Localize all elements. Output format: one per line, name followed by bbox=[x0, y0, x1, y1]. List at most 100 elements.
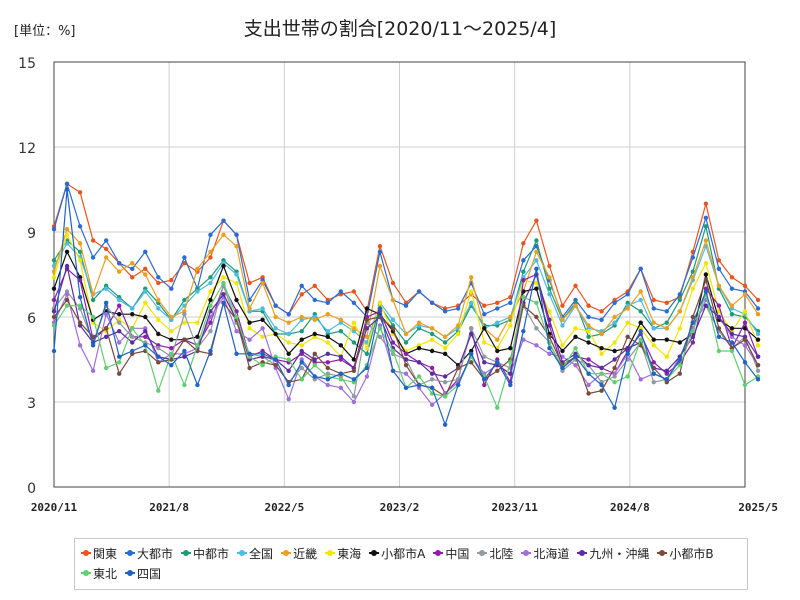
data-point bbox=[103, 246, 109, 252]
data-point bbox=[77, 294, 83, 300]
data-point bbox=[156, 388, 161, 393]
data-point bbox=[442, 309, 448, 314]
series-1 bbox=[51, 181, 761, 323]
data-point bbox=[103, 365, 109, 371]
data-point bbox=[586, 323, 591, 328]
data-point bbox=[469, 326, 474, 331]
data-point bbox=[560, 365, 565, 371]
data-point bbox=[273, 331, 278, 337]
data-point bbox=[390, 297, 396, 303]
data-point bbox=[442, 334, 448, 340]
data-point bbox=[169, 328, 174, 334]
legend-label: 四国 bbox=[137, 566, 162, 581]
data-point bbox=[325, 340, 330, 345]
series-4 bbox=[51, 226, 761, 342]
data-point bbox=[312, 374, 317, 379]
data-point bbox=[325, 328, 330, 334]
series-7 bbox=[51, 266, 761, 396]
data-point bbox=[156, 306, 161, 311]
data-point bbox=[51, 309, 57, 314]
data-point bbox=[182, 255, 187, 260]
data-point bbox=[547, 351, 552, 357]
series-layer bbox=[51, 181, 761, 427]
data-point bbox=[90, 368, 96, 374]
data-point bbox=[469, 289, 474, 294]
data-point bbox=[312, 331, 317, 337]
data-point bbox=[364, 317, 370, 323]
data-point bbox=[677, 292, 683, 297]
data-point bbox=[429, 337, 435, 342]
data-point bbox=[390, 368, 396, 374]
data-point bbox=[130, 311, 135, 317]
data-point bbox=[234, 328, 239, 334]
data-point bbox=[690, 334, 696, 340]
data-point bbox=[521, 328, 526, 334]
data-point bbox=[351, 289, 357, 294]
data-point bbox=[560, 303, 565, 308]
data-point bbox=[208, 303, 213, 308]
data-point bbox=[703, 260, 709, 266]
data-point bbox=[182, 348, 187, 354]
data-point bbox=[482, 354, 487, 359]
data-point bbox=[482, 360, 487, 365]
legend-label: 小都市B bbox=[669, 546, 714, 561]
data-point bbox=[169, 286, 174, 291]
data-point bbox=[182, 320, 187, 325]
data-point bbox=[547, 345, 552, 351]
data-point bbox=[625, 292, 630, 297]
y-tick-label: 9 bbox=[27, 226, 36, 242]
legend-label: 北陸 bbox=[489, 546, 514, 561]
data-point bbox=[51, 297, 57, 303]
data-point bbox=[651, 297, 656, 303]
data-point bbox=[221, 280, 226, 286]
data-point bbox=[586, 303, 591, 308]
data-point bbox=[325, 382, 330, 388]
y-tick-label: 3 bbox=[27, 396, 36, 412]
data-point bbox=[469, 360, 474, 365]
data-point bbox=[247, 280, 252, 286]
data-point bbox=[325, 365, 330, 371]
data-point bbox=[286, 357, 291, 362]
data-point bbox=[755, 337, 761, 342]
data-point bbox=[325, 360, 330, 365]
data-point bbox=[247, 365, 252, 371]
data-point bbox=[508, 300, 513, 306]
data-point bbox=[325, 311, 330, 317]
data-point bbox=[508, 345, 513, 351]
data-point bbox=[586, 391, 591, 396]
data-point bbox=[547, 292, 552, 297]
data-point bbox=[51, 348, 57, 354]
data-point bbox=[651, 326, 656, 331]
data-point bbox=[116, 328, 122, 334]
data-point bbox=[508, 323, 513, 328]
data-point bbox=[729, 348, 735, 354]
data-point bbox=[234, 297, 239, 303]
data-point bbox=[325, 351, 330, 357]
data-point bbox=[521, 294, 526, 300]
data-point bbox=[716, 326, 722, 331]
data-point bbox=[638, 289, 643, 294]
data-point bbox=[364, 326, 370, 331]
legend-items: 関東 大都市 中都市 全国 近畿 東海 小都市A 中国 北陸 北海道 九州・沖縄 小都市B 東北 四国 bbox=[75, 539, 747, 583]
data-point bbox=[703, 289, 709, 294]
data-point bbox=[534, 343, 539, 348]
data-point bbox=[182, 337, 187, 342]
data-point bbox=[103, 334, 109, 340]
data-point bbox=[742, 320, 748, 325]
legend-label: 大都市 bbox=[137, 546, 174, 561]
data-point bbox=[534, 266, 539, 272]
data-point bbox=[495, 337, 500, 342]
data-point bbox=[208, 297, 213, 303]
data-point bbox=[755, 377, 761, 382]
data-point bbox=[482, 311, 487, 317]
data-point bbox=[534, 238, 539, 243]
data-point bbox=[495, 405, 500, 410]
data-point bbox=[729, 311, 735, 317]
data-point bbox=[77, 277, 83, 283]
data-point bbox=[77, 249, 83, 255]
data-point bbox=[208, 348, 213, 354]
data-point bbox=[143, 328, 148, 334]
data-point bbox=[677, 297, 683, 303]
data-point bbox=[612, 405, 617, 410]
data-point bbox=[130, 340, 135, 345]
